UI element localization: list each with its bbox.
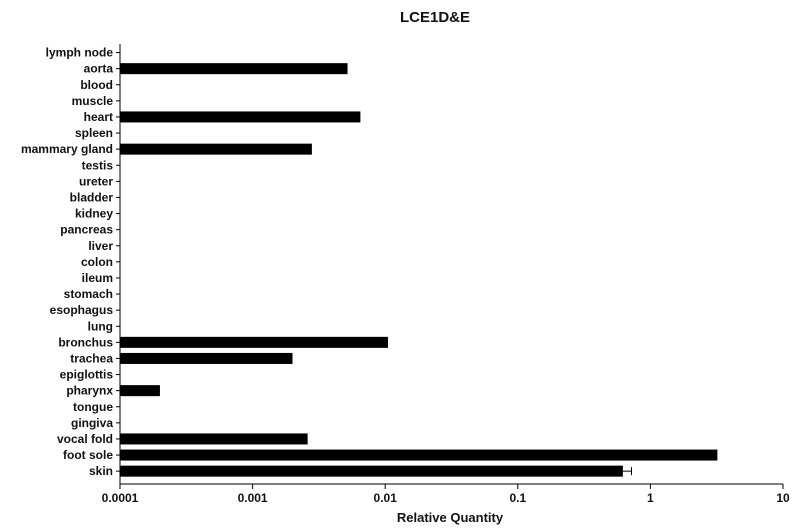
bar-bronchus (120, 336, 389, 348)
bar-aorta (120, 63, 348, 75)
category-labels: lymph node aorta blood muscle heart spleen mam… (21, 46, 113, 479)
category-label-esophagus: esophagus (50, 303, 114, 317)
error-bar-skin (622, 467, 632, 476)
category-label-testis: testis (82, 158, 114, 172)
bar-trachea (120, 352, 293, 364)
x-axis-title: Relative Quantity (397, 510, 504, 525)
category-label-blood: blood (80, 78, 113, 92)
category-label-kidney: kidney (75, 207, 113, 221)
bar-skin (120, 465, 623, 477)
x-tick-label: 0.001 (238, 491, 268, 505)
x-tick-label: 1 (647, 491, 654, 505)
bars-layer (116, 52, 718, 477)
x-tick-label: 0.01 (374, 491, 398, 505)
category-label-muscle: muscle (72, 94, 114, 108)
category-label-gingiva: gingiva (71, 416, 113, 430)
category-label-tongue: tongue (73, 400, 113, 414)
category-label-aorta: aorta (84, 62, 114, 76)
bar-heart (120, 111, 361, 123)
bar-mammary-gland (120, 143, 312, 155)
category-label-lymph-node: lymph node (46, 46, 114, 60)
category-label-skin: skin (89, 464, 113, 478)
category-label-stomach: stomach (64, 287, 113, 301)
x-ticks: 0.0001 0.001 0.01 0.1 1 10 (102, 484, 790, 505)
category-label-lung: lung (88, 319, 113, 333)
category-label-pancreas: pancreas (60, 223, 113, 237)
category-label-ileum: ileum (82, 271, 113, 285)
category-label-mammary-gland: mammary gland (21, 142, 113, 156)
bar-pharynx (120, 385, 160, 397)
category-label-liver: liver (88, 239, 113, 253)
chart-title: LCE1D&E (400, 9, 470, 26)
category-label-ureter: ureter (79, 174, 113, 188)
x-tick-label: 10 (776, 491, 790, 505)
bar-vocal-fold (120, 433, 308, 445)
bar-foot-sole (120, 449, 718, 461)
category-label-spleen: spleen (75, 126, 113, 140)
category-label-pharynx: pharynx (66, 384, 113, 398)
category-label-colon: colon (81, 255, 113, 269)
category-label-epiglottis: epiglottis (60, 368, 114, 382)
category-label-vocal-fold: vocal fold (57, 432, 113, 446)
category-label-bladder: bladder (70, 190, 114, 204)
x-tick-label: 0.0001 (102, 491, 139, 505)
category-label-foot-sole: foot sole (63, 448, 113, 462)
category-label-heart: heart (84, 110, 113, 124)
x-tick-label: 0.1 (509, 491, 526, 505)
category-label-trachea: trachea (70, 351, 113, 365)
category-label-bronchus: bronchus (58, 335, 113, 349)
